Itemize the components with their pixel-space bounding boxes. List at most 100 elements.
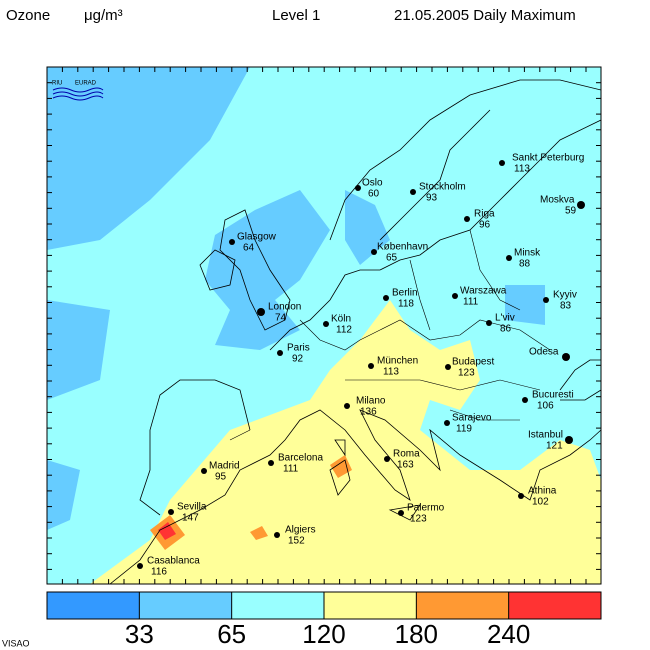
very-high-ozone-region: [150, 455, 352, 550]
coastline: [559, 359, 601, 401]
city-value: 92: [292, 354, 304, 365]
city-name: Palermo: [407, 503, 445, 514]
legend-swatch: [508, 592, 601, 619]
city-marker: [355, 185, 361, 191]
cities: Sankt Peterburg113Moskva59Oslo60Stockhol…: [137, 153, 585, 578]
coastline: [219, 209, 291, 331]
city-value: 93: [426, 193, 438, 204]
city-name: Sevilla: [177, 502, 207, 513]
logo-text: RIU: [52, 81, 62, 87]
city-value: 95: [215, 472, 227, 483]
city-name: Roma: [393, 449, 420, 460]
city-name: Barcelona: [278, 453, 323, 464]
city-name: Sankt Peterburg: [512, 153, 584, 164]
city-marker: [499, 160, 505, 166]
city-name: Casablanca: [147, 556, 200, 567]
low-ozone-region: [47, 67, 250, 250]
city-marker: [274, 532, 280, 538]
city-value: 116: [151, 567, 167, 578]
city-value: 60: [368, 189, 380, 200]
date: 21.05.2005 Daily Maximum: [394, 7, 576, 24]
city-name: Berlin: [392, 288, 418, 299]
city-name: Bucuresti: [532, 390, 574, 401]
city-name: Athina: [528, 486, 557, 497]
city-marker: [137, 563, 143, 569]
city-marker: [522, 397, 528, 403]
city-value: 64: [243, 243, 255, 254]
city-name: Köln: [331, 314, 351, 325]
city-value: 86: [500, 324, 512, 335]
city-value: 136: [360, 407, 377, 418]
high-ozone-region: [90, 300, 601, 584]
city-marker: [201, 468, 207, 474]
city-marker: [268, 460, 274, 466]
city-value: 96: [479, 220, 491, 231]
legend-tick-label: 33: [125, 619, 154, 649]
city-value: 102: [532, 497, 549, 508]
city-marker: [464, 216, 470, 222]
city-marker: [445, 364, 451, 370]
city-value: 118: [398, 299, 414, 310]
quantity: Ozone: [6, 7, 50, 24]
city-marker: [452, 293, 458, 299]
legend-swatch: [47, 592, 140, 619]
city-value: 152: [288, 536, 305, 547]
country-border: [229, 229, 551, 441]
city-name: Milano: [356, 396, 386, 407]
city-marker: [444, 420, 450, 426]
city-value: 113: [514, 164, 530, 175]
city-name: København: [377, 242, 428, 253]
legend-swatch: [324, 592, 417, 619]
city-name: Sarajevo: [452, 413, 492, 424]
city-marker: [518, 493, 524, 499]
legend-swatch: [416, 592, 509, 619]
low-ozone-region: [205, 190, 330, 350]
city-name: Madrid: [209, 461, 240, 472]
city-value: 65: [386, 253, 398, 264]
city-value: 121: [546, 441, 563, 452]
logo: RIU EURAD: [52, 81, 104, 101]
city-value: 123: [410, 514, 427, 525]
city-name: Paris: [287, 343, 310, 354]
city-name: Kyyiv: [553, 290, 577, 301]
peak-ozone-region: [158, 522, 176, 540]
city-value: 83: [560, 301, 572, 312]
city-name: Warszawa: [460, 286, 507, 297]
city-marker: [277, 350, 283, 356]
city-name: Riga: [474, 209, 495, 220]
coastline: [109, 409, 601, 584]
coastline: [139, 379, 251, 516]
city-value: 111: [283, 464, 299, 475]
city-name: L'viv: [495, 313, 515, 324]
unit: μg/m³: [84, 7, 123, 24]
city-value: 163: [397, 460, 414, 471]
legend-tick-label: 240: [487, 619, 530, 649]
city-marker: [543, 297, 549, 303]
city-name: London: [268, 302, 301, 313]
low-ozone-region: [47, 300, 110, 530]
city-marker: [398, 510, 404, 516]
city-marker: [371, 249, 377, 255]
legend: 33 65 120 180 240: [46, 591, 602, 649]
city-marker: [323, 321, 329, 327]
logo-text: EURAD: [75, 81, 97, 87]
city-value: 59: [565, 206, 577, 217]
city-value: 147: [182, 513, 199, 524]
city-name: Oslo: [362, 178, 383, 189]
city-marker: [384, 456, 390, 462]
city-value: 112: [336, 325, 352, 336]
coastline: [269, 119, 601, 351]
city-value: 106: [537, 401, 554, 412]
coastline: [329, 79, 601, 241]
coastline: [199, 249, 236, 291]
city-marker: [168, 509, 174, 515]
city-value: 111: [463, 297, 479, 308]
city-name: Odesa: [529, 347, 559, 358]
city-marker: [577, 201, 585, 209]
legend-tick-label: 120: [302, 619, 345, 649]
city-marker: [229, 239, 235, 245]
city-value: 113: [383, 367, 399, 378]
footer: VISAO: [2, 638, 30, 648]
city-value: 119: [456, 424, 472, 435]
city-marker: [410, 189, 416, 195]
